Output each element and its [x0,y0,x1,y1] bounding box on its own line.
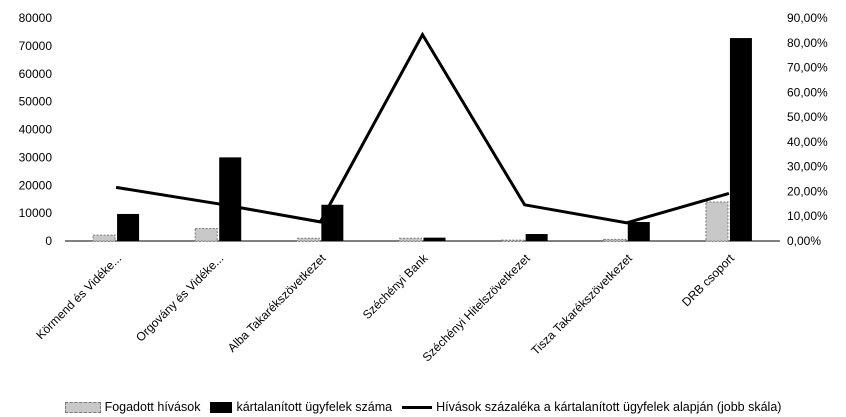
bar-kartalanitott-ugyfelek [627,222,650,241]
left-axis: 0 10000 20000 30000 40000 50000 60000 70000 8000… [19,11,53,248]
legend-item-fogadott: Fogadott hívások [64,400,201,414]
legend-item-kartalanitott: kártalanított ügyfelek száma [210,400,392,414]
bar-fogadott-hivasok [92,234,116,242]
legend-label: Hívások százaléka a kártalanított ügyfel… [436,400,782,414]
bar-fogadott-hivasok [296,237,320,242]
category-label: Széchényi Hitelszövetkezet [420,251,534,365]
bar-kartalanitott-ugyfelek [525,234,548,241]
left-tick-label: 80000 [19,11,53,25]
right-axis: 0,00% 10,00% 20,00% 30,00% 40,00% 50,00% 60,00… [787,11,828,248]
bar-fogadott-hivasok [501,239,525,242]
bar-kartalanitott-ugyfelek [423,237,446,241]
left-tick-label: 70000 [19,39,53,53]
left-tick-label: 0 [45,234,52,248]
bar-fogadott-hivasok [399,237,422,242]
right-tick-label: 10,00% [787,209,828,223]
right-tick-label: 80,00% [787,36,828,50]
category-label: Orgovány és Vidéke... [133,251,226,344]
category-label: DRB csoport [679,251,737,309]
category-labels: Körmend és Vidéke... Orgovány és Vidéke..… [33,251,737,365]
legend-swatch-black [210,401,233,413]
left-tick-label: 60000 [19,67,53,81]
category-label: Tisza Takarékszövetkezet [528,251,635,358]
bar-kartalanitott-ugyfelek [321,204,344,241]
bar-kartalanitott-ugyfelek [117,213,140,241]
legend-label: Fogadott hívások [104,400,201,414]
legend-label: kártalanított ügyfelek száma [236,400,393,414]
bar-kartalanitott-ugyfelek [729,38,752,241]
legend-swatch-line [402,405,433,409]
left-tick-label: 10000 [19,206,53,220]
right-tick-label: 60,00% [787,85,828,99]
line-hivasok-szazaleka [115,31,730,225]
category-label: Körmend és Vidéke... [33,251,124,342]
legend: Fogadott hívások kártalanított ügyfelek … [0,398,846,416]
bar-kartalanitott-ugyfelek [219,157,242,241]
right-tick-label: 0,00% [787,234,821,248]
bar-fogadott-hivasok [705,201,729,242]
bar-fogadott-hivasok [194,227,218,242]
category-label: Széchényi Bank [360,251,431,322]
left-tick-label: 20000 [19,178,53,192]
right-tick-label: 70,00% [787,61,828,75]
right-tick-label: 40,00% [787,135,828,149]
right-tick-label: 20,00% [787,184,828,198]
right-tick-label: 50,00% [787,110,828,124]
line-series [115,31,730,225]
left-tick-label: 50000 [19,95,53,109]
right-tick-label: 90,00% [787,11,828,25]
legend-item-szazalek: Hívások százaléka a kártalanított ügyfel… [402,400,781,414]
legend-swatch-gray [64,401,101,413]
bar-series [92,38,752,242]
category-label: Alba Takarékszövetkezet [225,251,329,355]
left-tick-label: 30000 [19,150,53,164]
left-tick-label: 40000 [19,123,53,137]
right-tick-label: 30,00% [787,160,828,174]
bar-fogadott-hivasok [603,238,627,242]
